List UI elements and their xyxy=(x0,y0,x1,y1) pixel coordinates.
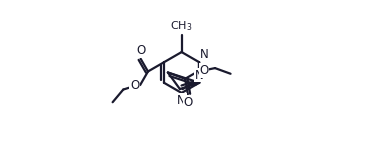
Text: O: O xyxy=(130,79,139,92)
Text: N: N xyxy=(195,69,204,82)
Text: N: N xyxy=(200,48,209,61)
Text: N: N xyxy=(177,94,186,107)
Text: O: O xyxy=(183,96,192,109)
Text: O: O xyxy=(200,64,209,77)
Text: CH$_3$: CH$_3$ xyxy=(170,19,193,33)
Text: O: O xyxy=(136,45,145,57)
